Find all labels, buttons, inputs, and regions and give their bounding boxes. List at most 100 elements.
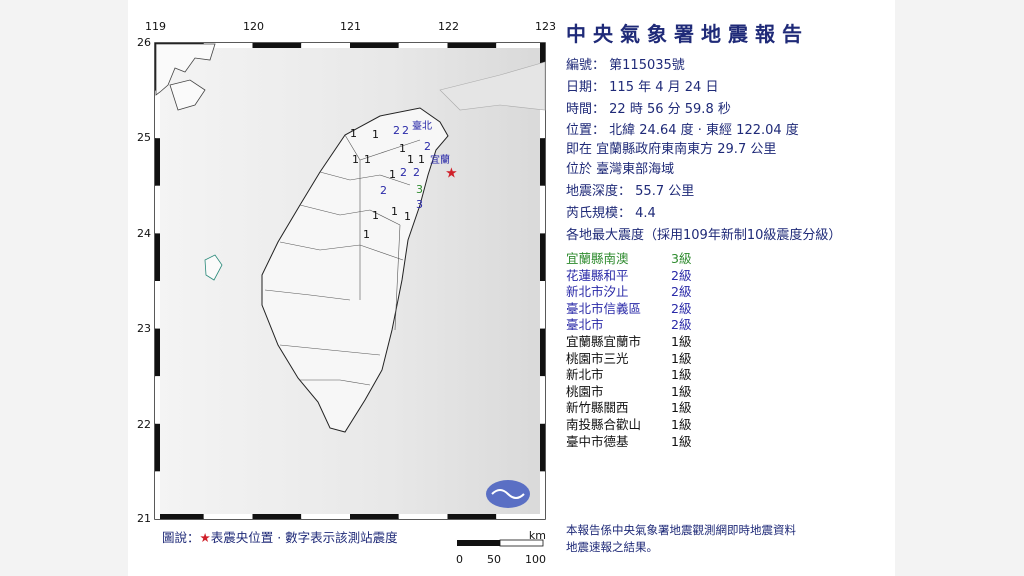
- station-intensity: 2: [380, 184, 387, 197]
- report-panel: 中央氣象署地震報告 編號： 第115035號 日期： 115 年 4 月 24 …: [566, 18, 886, 450]
- intensity-level: 1級: [671, 383, 692, 399]
- station-intensity: 2: [402, 124, 409, 137]
- station-intensity: 1: [404, 210, 411, 223]
- scale-label: 50: [487, 553, 501, 566]
- lat-tick-label: 21: [137, 512, 151, 525]
- lon-tick-label: 121: [340, 20, 361, 33]
- border-tick: [540, 138, 545, 186]
- report-time: 22 時 56 分 59.8 秒: [609, 102, 731, 117]
- county-borders: [264, 134, 421, 386]
- cwa-logo: [486, 480, 530, 508]
- border-tick: [155, 423, 160, 472]
- lat-tick-label: 22: [137, 418, 151, 431]
- intensity-level: 2級: [671, 317, 692, 333]
- footer-line: 地震速報之結果。: [566, 540, 658, 554]
- border-tick: [252, 43, 302, 48]
- intensity-level: 3級: [671, 251, 692, 266]
- station-intensity: 2: [400, 166, 407, 179]
- border-tick: [155, 138, 160, 186]
- station-intensity: 2: [393, 124, 400, 137]
- intensity-place: 新北市汐止: [566, 284, 629, 300]
- station-intensity: 1: [372, 209, 379, 222]
- intensity-place: 宜蘭縣宜蘭市: [566, 333, 642, 349]
- star-icon: ★: [199, 530, 211, 545]
- intensity-level: 1級: [671, 350, 692, 366]
- report-date: 115 年 4 月 24 日: [609, 80, 719, 95]
- border-tick: [350, 514, 399, 519]
- intensity-place: 桃園市: [566, 383, 604, 399]
- station-intensity: 3: [416, 183, 423, 196]
- intensity-level: 1級: [671, 416, 692, 432]
- intensity-item: 桃園市三光 1級: [566, 351, 886, 368]
- report-footer: 本報告係中央氣象署地震觀測網即時地震資料 地震速報之結果。: [566, 522, 796, 556]
- station-intensity: 2: [413, 166, 420, 179]
- station-intensity: 1: [407, 153, 414, 166]
- depth-label: 地震深度：: [566, 184, 632, 199]
- station-intensities: 1 1 2 2 1 1 1 2 1 1 2 2 1 2 3 3 1 1 1 1: [350, 124, 431, 241]
- border-tick: [540, 281, 545, 329]
- border-tick: [540, 233, 545, 281]
- intensity-place: 南投縣合歡山: [566, 416, 642, 432]
- city-label-yilan: 宜蘭: [430, 153, 450, 166]
- border-tick: [155, 376, 160, 424]
- station-intensity: 1: [364, 153, 371, 166]
- lat-tick-label: 26: [137, 36, 151, 49]
- border-tick: [540, 185, 545, 234]
- intensity-level: 2級: [671, 267, 692, 283]
- map-legend: 圖說：★表震央位置 · 數字表示該測站震度: [162, 527, 398, 546]
- border-tick: [496, 514, 545, 519]
- border-tick: [540, 328, 545, 377]
- location-label: 位置：: [566, 123, 606, 138]
- city-label-taipei: 臺北: [412, 119, 432, 132]
- intensity-header: 各地最大震度（採用109年新制10級震度分級）: [566, 228, 842, 243]
- intensity-item: 新北市 1級: [566, 367, 886, 384]
- region: 位於 臺灣東部海域: [566, 162, 675, 177]
- intensity-place: 臺北市信義區: [566, 300, 642, 316]
- lon-tick-label: 120: [243, 20, 264, 33]
- intensity-list: 宜蘭縣南澳 3級 花蓮縣和平 2級 新北市汐止 2級 臺北市信義區 2級 臺北市 2級 宜蘭縣宜蘭市…: [566, 251, 886, 450]
- intensity-item: 新竹縣關西 1級: [566, 400, 886, 417]
- border-tick: [155, 185, 160, 234]
- border-tick: [203, 514, 253, 519]
- intensity-item: 宜蘭縣宜蘭市 1級: [566, 334, 886, 351]
- border-tick: [447, 514, 497, 519]
- penghu-islands: [204, 254, 223, 281]
- station-intensity: 1: [418, 153, 425, 166]
- intensity-item: 花蓮縣和平 2級: [566, 268, 886, 285]
- island: [169, 79, 206, 111]
- border-tick: [350, 43, 399, 48]
- station-intensity: 1: [352, 153, 359, 166]
- intensity-place: 臺北市: [566, 317, 604, 333]
- border-tick: [252, 514, 302, 519]
- intensity-place: 宜蘭縣南澳: [566, 251, 629, 266]
- report-number: 第115035號: [609, 58, 685, 73]
- border-tick: [540, 376, 545, 424]
- lon-tick-label: 123: [535, 20, 556, 33]
- station-intensity: 1: [391, 205, 398, 218]
- footer-line: 本報告係中央氣象署地震觀測網即時地震資料: [566, 523, 796, 537]
- ryukyu-terrain: [439, 61, 546, 111]
- intensity-item: 臺北市 2級: [566, 317, 886, 334]
- magnitude-label: 芮氏規模：: [566, 206, 632, 221]
- legend-text: 表震央位置 · 數字表示該測站震度: [210, 530, 398, 545]
- border-tick: [155, 90, 160, 139]
- lat-tick-label: 24: [137, 227, 151, 240]
- intensity-item: 臺北市信義區 2級: [566, 301, 886, 318]
- intensity-level: 2級: [671, 284, 692, 300]
- scale-label: 100: [525, 553, 546, 566]
- intensity-item: 南投縣合歡山 1級: [566, 417, 886, 434]
- intensity-item: 臺中市德基 1級: [566, 434, 886, 451]
- border-tick: [496, 43, 545, 48]
- station-intensity: 1: [372, 128, 379, 141]
- station-intensity: 3: [416, 198, 423, 211]
- report-location: 北緯 24.64 度 · 東經 122.04 度: [609, 123, 799, 138]
- scale-unit: km: [528, 529, 546, 542]
- intensity-place: 臺中市德基: [566, 433, 629, 449]
- intensity-level: 1級: [671, 367, 692, 383]
- border-tick: [301, 514, 350, 519]
- report-title: 中央氣象署地震報告: [566, 22, 809, 46]
- intensity-item: 桃園市 1級: [566, 384, 886, 401]
- intensity-level: 1級: [671, 400, 692, 416]
- border-tick: [447, 43, 497, 48]
